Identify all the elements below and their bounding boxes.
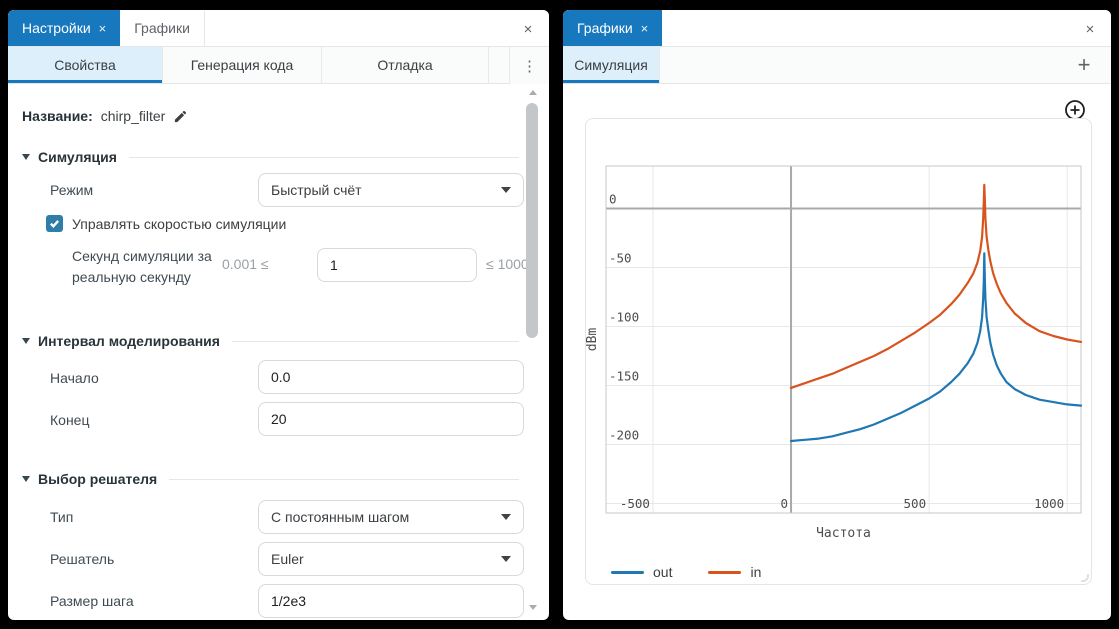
speed-checkbox-label: Управлять скоростью симуляции: [72, 216, 287, 232]
step-size-label: Размер шага: [50, 593, 134, 609]
legend-swatch-out: [611, 570, 644, 574]
subtab-codegen[interactable]: Генерация кода: [163, 47, 322, 83]
chevron-down-icon: [501, 556, 511, 562]
y-tick-label: 0: [609, 191, 617, 206]
legend-label-out: out: [653, 564, 673, 580]
model-name-value: chirp_filter: [100, 108, 166, 124]
add-chart-tab-button[interactable]: +: [1077, 52, 1091, 77]
speed-checkbox[interactable]: [46, 215, 63, 232]
settings-panel: Настройки × Графики × Свойства Генерация…: [8, 10, 549, 620]
collapse-triangle-icon: [22, 476, 30, 482]
chart-legend: out in: [611, 564, 761, 580]
tab-charts-left-label: Графики: [134, 20, 190, 36]
section-solver-title: Выбор решателя: [38, 471, 158, 487]
subtab-debug[interactable]: Отладка: [322, 47, 489, 83]
end-label: Конец: [50, 412, 90, 428]
series-line-out: [789, 252, 1083, 443]
legend-label-in: in: [750, 564, 762, 580]
x-axis-title: Частота: [816, 526, 871, 541]
speed-field-label-line2: реальную секунду: [72, 269, 191, 285]
x-tick-label: 0: [780, 496, 788, 511]
section-divider: [231, 340, 519, 342]
section-solver-header[interactable]: Выбор решателя: [22, 471, 519, 487]
y-tick-label: -150: [609, 369, 639, 384]
subtab-codegen-label: Генерация кода: [190, 57, 294, 73]
mode-select-value: Быстрый счёт: [271, 182, 362, 198]
subtab-overflow-menu-icon[interactable]: ⋮: [509, 47, 549, 84]
mode-label: Режим: [50, 182, 94, 198]
x-tick-label: -500: [620, 496, 650, 511]
charts-subtabbar: Симуляция: [563, 47, 1111, 84]
section-interval-title: Интервал моделирования: [38, 333, 220, 349]
mode-select[interactable]: Быстрый счёт: [258, 173, 524, 207]
chart-card: 0 -50 -100 -150 -200 -500 0 500 1000 Частота dBm o…: [585, 118, 1092, 585]
section-divider: [128, 156, 519, 158]
collapse-triangle-icon: [22, 154, 30, 160]
subtab-properties-label: Свойства: [54, 57, 116, 73]
settings-tabbar: Настройки × Графики: [8, 10, 549, 47]
y-tick-label: -100: [609, 310, 639, 325]
speed-min-hint: 0.001 ≤: [222, 256, 269, 272]
section-simulation-header[interactable]: Симуляция: [22, 149, 519, 165]
legend-item-in[interactable]: in: [708, 564, 761, 580]
check-icon: [49, 220, 60, 228]
subtab-debug-label: Отладка: [377, 57, 433, 73]
collapse-triangle-icon: [22, 338, 30, 344]
charts-panel-close-icon[interactable]: ×: [1085, 20, 1095, 38]
tab-charts-left[interactable]: Графики: [120, 10, 205, 46]
speed-field-label-line1: Секунд симуляции за: [72, 248, 212, 264]
plot-border: [605, 165, 1082, 514]
resize-handle-icon[interactable]: [1081, 574, 1089, 582]
settings-subtabbar: Свойства Генерация кода Отладка: [8, 47, 549, 84]
solver-type-select[interactable]: С постоянным шагом: [258, 500, 524, 534]
settings-panel-close-icon[interactable]: ×: [523, 20, 533, 38]
x-tick-label: 500: [904, 496, 927, 511]
charts-panel: Графики × × Симуляция + 0 -50 -100 -150 -200…: [563, 10, 1111, 620]
tab-settings[interactable]: Настройки ×: [8, 10, 121, 46]
settings-scrollbar[interactable]: [525, 85, 540, 614]
model-name-label: Название:: [22, 108, 93, 124]
legend-item-out[interactable]: out: [611, 564, 672, 580]
x-tick-label: 1000: [1034, 496, 1064, 511]
tab-settings-label: Настройки: [22, 20, 91, 36]
charts-tabbar: Графики ×: [563, 10, 1111, 47]
start-input[interactable]: [258, 360, 524, 394]
series-line-in: [789, 183, 1083, 389]
step-size-input[interactable]: [258, 584, 524, 618]
chevron-down-icon: [501, 187, 511, 193]
solver-label: Решатель: [50, 551, 115, 567]
y-tick-label: -200: [609, 428, 639, 443]
speed-max-hint: ≤ 1000: [486, 256, 529, 272]
y-axis-title: dBm: [586, 328, 600, 352]
solver-value: Euler: [271, 551, 304, 567]
scroll-down-icon[interactable]: [525, 600, 540, 614]
start-label: Начало: [50, 370, 99, 386]
subtab-properties[interactable]: Свойства: [8, 47, 163, 83]
y-tick-label: -50: [609, 251, 632, 266]
legend-swatch-in: [708, 570, 742, 574]
tab-charts-label: Графики: [577, 20, 633, 36]
model-name-row: Название: chirp_filter: [22, 108, 188, 124]
scrollbar-thumb[interactable]: [526, 103, 538, 338]
section-simulation-title: Симуляция: [38, 149, 117, 165]
tab-charts[interactable]: Графики ×: [563, 10, 663, 46]
section-divider: [169, 478, 519, 480]
solver-type-label: Тип: [50, 509, 74, 525]
end-input[interactable]: [258, 402, 524, 436]
chart-canvas[interactable]: 0 -50 -100 -150 -200 -500 0 500 1000 Частота dBm: [586, 119, 1093, 559]
scroll-up-icon[interactable]: [525, 85, 540, 99]
speed-field-label: Секунд симуляции за реальную секунду: [72, 246, 212, 288]
solver-select[interactable]: Euler: [258, 542, 524, 576]
subtab-simulation-label: Симуляция: [574, 57, 648, 73]
tab-settings-close-icon[interactable]: ×: [98, 20, 107, 36]
chevron-down-icon: [501, 514, 511, 520]
subtab-simulation[interactable]: Симуляция: [563, 47, 660, 83]
edit-pencil-icon[interactable]: [173, 109, 188, 124]
solver-type-value: С постоянным шагом: [271, 509, 410, 525]
tab-charts-close-icon[interactable]: ×: [640, 20, 649, 36]
speed-input[interactable]: [317, 248, 477, 282]
section-interval-header[interactable]: Интервал моделирования: [22, 333, 519, 349]
